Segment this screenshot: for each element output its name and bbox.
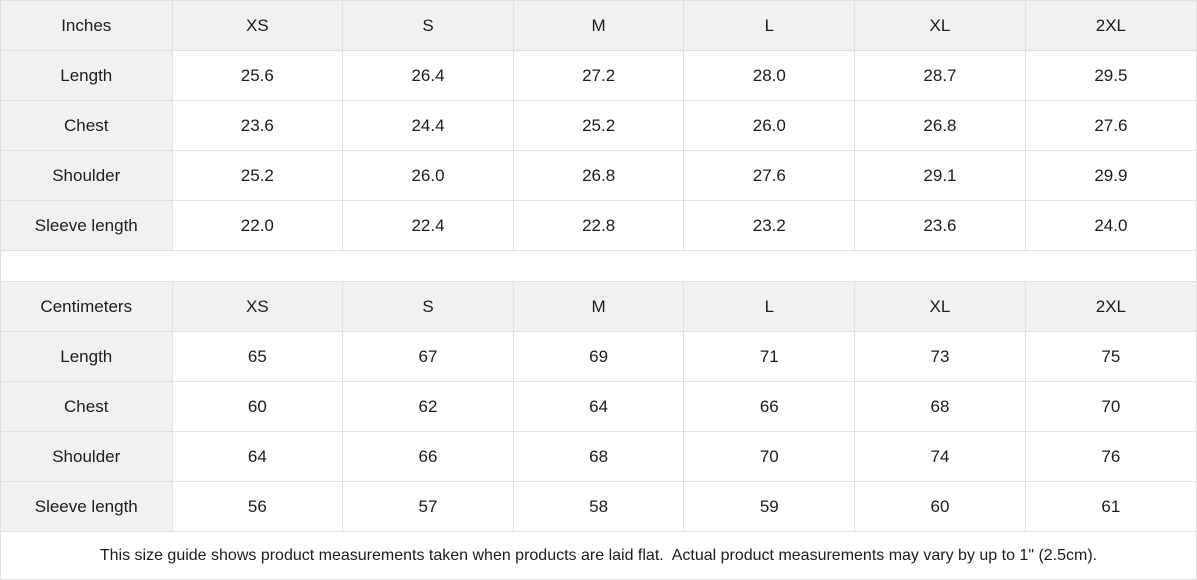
measurement-cell: 74	[854, 431, 1026, 482]
measurement-cell: 67	[342, 331, 514, 382]
measurement-cell: 62	[342, 381, 514, 432]
measurement-cell: 73	[854, 331, 1026, 382]
measurement-cell: 29.9	[1024, 150, 1197, 201]
measurement-cell: 70	[683, 431, 856, 482]
unit-header-centimeters: Centimeters	[0, 281, 173, 332]
measurement-cell: 22.8	[512, 200, 685, 251]
size-header-2xl: 2XL	[1024, 0, 1197, 51]
measurement-cell: 23.2	[683, 200, 856, 251]
measurement-cell: 60	[171, 381, 344, 432]
measurement-cell: 66	[683, 381, 856, 432]
measurement-cell: 29.5	[1024, 50, 1197, 101]
measurement-cell: 75	[1024, 331, 1197, 382]
measurement-cell: 23.6	[854, 200, 1026, 251]
measurement-cell: 27.6	[1024, 100, 1197, 151]
row-label: Length	[0, 50, 173, 101]
table-row: Shoulder 25.2 26.0 26.8 27.6 29.1 29.9	[0, 150, 1197, 201]
table-separator	[1, 250, 1196, 282]
size-header-s: S	[342, 0, 514, 51]
row-label: Shoulder	[0, 150, 173, 201]
measurement-cell: 26.8	[854, 100, 1026, 151]
measurement-cell: 25.2	[512, 100, 685, 151]
size-header-l: L	[683, 281, 856, 332]
size-header-xs: XS	[171, 281, 344, 332]
table-row: Length 65 67 69 71 73 75	[0, 331, 1197, 382]
measurement-cell: 57	[342, 481, 514, 532]
measurement-cell: 56	[171, 481, 344, 532]
measurement-cell: 60	[854, 481, 1026, 532]
header-row: Inches XS S M L XL 2XL	[0, 0, 1197, 51]
measurement-cell: 59	[683, 481, 856, 532]
size-header-2xl: 2XL	[1024, 281, 1197, 332]
row-label: Chest	[0, 381, 173, 432]
row-label: Sleeve length	[0, 200, 173, 251]
measurement-cell: 26.8	[512, 150, 685, 201]
measurement-cell: 58	[512, 481, 685, 532]
measurement-cell: 28.7	[854, 50, 1026, 101]
measurement-cell: 22.4	[342, 200, 514, 251]
row-label: Chest	[0, 100, 173, 151]
measurement-cell: 27.6	[683, 150, 856, 201]
size-header-l: L	[683, 0, 856, 51]
measurement-cell: 24.0	[1024, 200, 1197, 251]
measurement-cell: 68	[854, 381, 1026, 432]
header-row: Centimeters XS S M L XL 2XL	[0, 281, 1197, 332]
table-row: Sleeve length 56 57 58 59 60 61	[0, 481, 1197, 532]
measurement-cell: 28.0	[683, 50, 856, 101]
measurement-cell: 64	[171, 431, 344, 482]
measurement-cell: 24.4	[342, 100, 514, 151]
size-header-xl: XL	[854, 0, 1026, 51]
measurement-cell: 69	[512, 331, 685, 382]
row-label: Shoulder	[0, 431, 173, 482]
measurement-cell: 68	[512, 431, 685, 482]
measurement-cell: 65	[171, 331, 344, 382]
measurement-cell: 26.0	[342, 150, 514, 201]
measurement-cell: 66	[342, 431, 514, 482]
size-table-centimeters: Centimeters XS S M L XL 2XL Length 65 67…	[0, 281, 1197, 532]
measurement-cell: 71	[683, 331, 856, 382]
size-header-m: M	[512, 0, 685, 51]
size-guide-disclaimer: This size guide shows product measuremen…	[1, 531, 1196, 579]
size-header-s: S	[342, 281, 514, 332]
measurement-cell: 70	[1024, 381, 1197, 432]
measurement-cell: 25.2	[171, 150, 344, 201]
table-row: Sleeve length 22.0 22.4 22.8 23.2 23.6 2…	[0, 200, 1197, 251]
measurement-cell: 23.6	[171, 100, 344, 151]
measurement-cell: 27.2	[512, 50, 685, 101]
measurement-cell: 76	[1024, 431, 1197, 482]
measurement-cell: 25.6	[171, 50, 344, 101]
measurement-cell: 26.0	[683, 100, 856, 151]
table-row: Chest 23.6 24.4 25.2 26.0 26.8 27.6	[0, 100, 1197, 151]
size-header-xl: XL	[854, 281, 1026, 332]
unit-header-inches: Inches	[0, 0, 173, 51]
size-header-m: M	[512, 281, 685, 332]
table-row: Shoulder 64 66 68 70 74 76	[0, 431, 1197, 482]
row-label: Length	[0, 331, 173, 382]
size-header-xs: XS	[171, 0, 344, 51]
measurement-cell: 64	[512, 381, 685, 432]
measurement-cell: 22.0	[171, 200, 344, 251]
measurement-cell: 61	[1024, 481, 1197, 532]
measurement-cell: 29.1	[854, 150, 1026, 201]
table-row: Length 25.6 26.4 27.2 28.0 28.7 29.5	[0, 50, 1197, 101]
measurement-cell: 26.4	[342, 50, 514, 101]
size-table-inches: Inches XS S M L XL 2XL Length 25.6 26.4 …	[0, 0, 1197, 251]
row-label: Sleeve length	[0, 481, 173, 532]
table-row: Chest 60 62 64 66 68 70	[0, 381, 1197, 432]
